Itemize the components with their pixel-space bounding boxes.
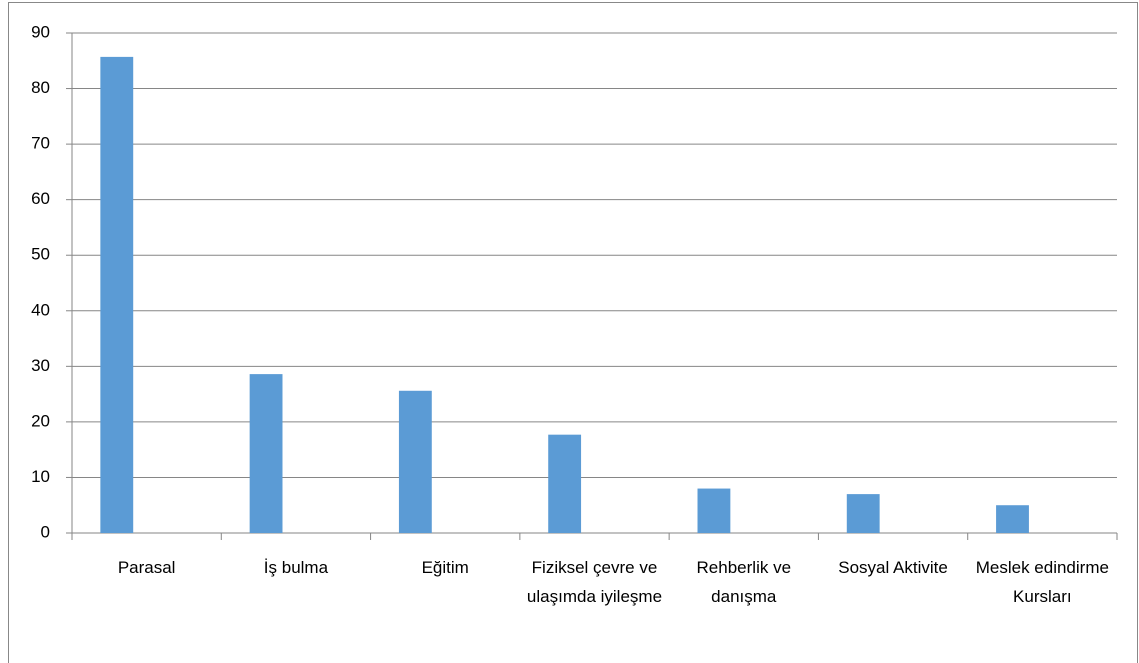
- y-tick-label: 60: [31, 189, 50, 208]
- y-tick-label: 30: [31, 356, 50, 375]
- y-tick-label: 10: [31, 467, 50, 486]
- bar: [846, 494, 880, 533]
- y-tick-label: 70: [31, 134, 50, 153]
- y-tick-label: 20: [31, 411, 50, 430]
- y-tick-label: 80: [31, 78, 50, 97]
- x-tick-label: İş bulma: [263, 558, 329, 577]
- y-tick-label: 90: [31, 22, 50, 41]
- x-tick-label: Fiziksel çevre ve ulaşımda iyileşme: [526, 558, 663, 606]
- x-tick-label: Meslek edindirme Kursları: [975, 558, 1109, 606]
- chart-frame: [8, 2, 1138, 663]
- bar: [548, 434, 582, 533]
- y-tick-label: 0: [41, 522, 50, 541]
- bar: [996, 505, 1029, 533]
- x-tick-label: Parasal: [117, 558, 176, 577]
- x-tick-label: Rehberlik ve danışma: [696, 558, 792, 606]
- y-tick-label: 40: [31, 300, 50, 319]
- x-tick-label: Sosyal Aktivite: [838, 558, 948, 577]
- bar: [398, 390, 432, 533]
- x-tick-label: Eğitim: [421, 558, 469, 577]
- bar: [100, 56, 134, 534]
- bar: [249, 374, 283, 533]
- y-tick-label: 50: [31, 245, 50, 264]
- bar: [697, 488, 731, 533]
